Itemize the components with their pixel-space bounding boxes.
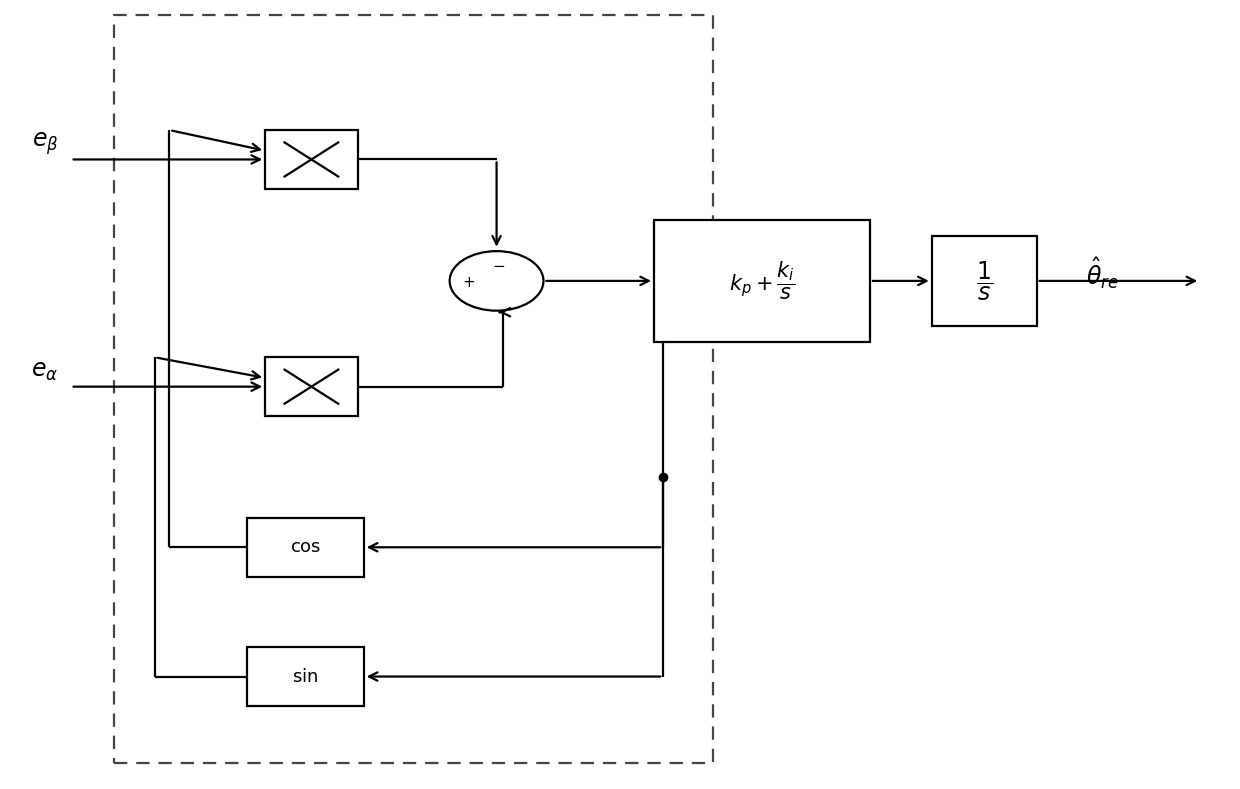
- Text: $\sin$: $\sin$: [293, 667, 319, 686]
- Bar: [653, 220, 870, 342]
- Bar: [265, 357, 357, 416]
- Bar: [247, 647, 363, 706]
- Text: $\hat{\theta}_{re}$: $\hat{\theta}_{re}$: [1086, 255, 1118, 291]
- Text: $e_{\beta}$: $e_{\beta}$: [32, 130, 58, 157]
- Text: $\dfrac{1}{s}$: $\dfrac{1}{s}$: [976, 260, 993, 303]
- Text: $+$: $+$: [461, 275, 475, 290]
- Text: $e_{\alpha}$: $e_{\alpha}$: [31, 359, 58, 383]
- Bar: [265, 130, 357, 189]
- Bar: [114, 14, 713, 763]
- Text: $-$: $-$: [492, 257, 506, 272]
- Bar: [247, 518, 363, 577]
- Circle shape: [450, 251, 543, 311]
- Text: $\cos$: $\cos$: [289, 538, 321, 556]
- Text: $k_p+\dfrac{k_i}{s}$: $k_p+\dfrac{k_i}{s}$: [729, 260, 795, 302]
- Bar: [931, 236, 1037, 326]
